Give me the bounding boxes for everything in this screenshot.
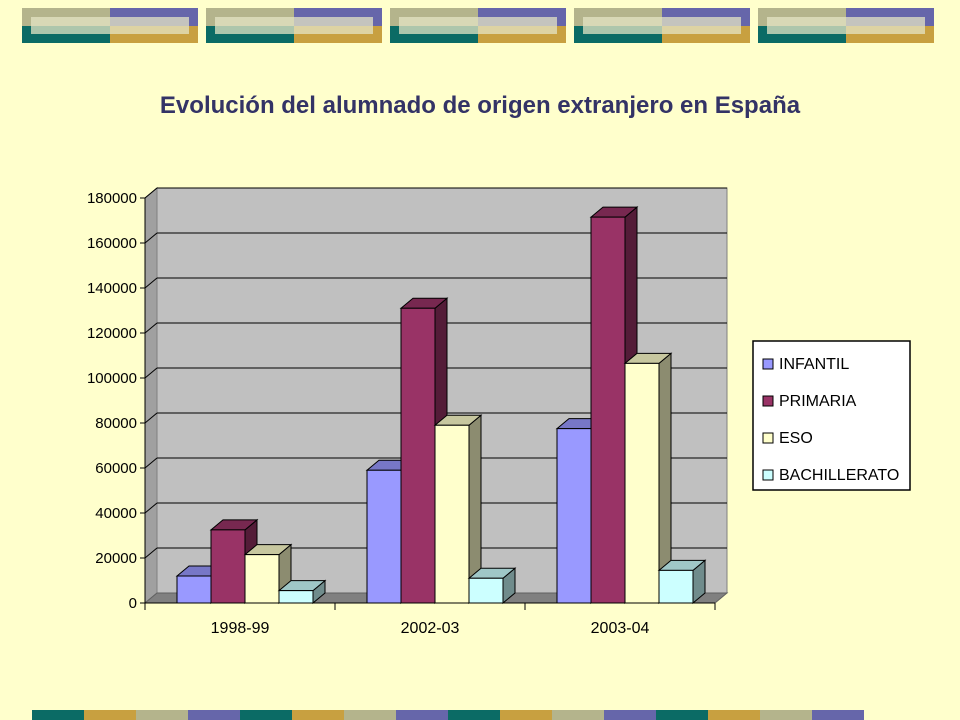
bar-bachillerato-1998-99: [278, 590, 314, 604]
gridline-depth: [144, 187, 158, 199]
deco-block-light: [583, 17, 741, 34]
gridline-depth: [144, 232, 158, 244]
deco-bottom-block: [448, 710, 500, 720]
bar-primaria-2002-03: [400, 307, 436, 604]
deco-bottom-block: [396, 710, 448, 720]
bar-infantil-2002-03: [366, 469, 402, 604]
legend-label: INFANTIL: [779, 356, 849, 373]
bar-primaria-2003-04: [590, 216, 626, 604]
gridline-depth: [144, 412, 158, 424]
y-tick-label: 0: [129, 595, 137, 612]
y-tick-label: 160000: [87, 235, 137, 252]
deco-bottom-block: [604, 710, 656, 720]
bar-primaria-1998-99: [210, 529, 246, 604]
bar-bachillerato-2003-04: [658, 569, 694, 604]
bar-bachillerato-2002-03: [468, 577, 504, 604]
legend-swatch: [762, 469, 774, 481]
bar-eso-2002-03: [434, 424, 470, 604]
bar-infantil-1998-99: [176, 575, 212, 604]
legend-label: ESO: [779, 430, 813, 447]
slide-title: Evolución del alumnado de origen extranj…: [159, 92, 801, 119]
legend-swatch: [762, 358, 774, 370]
deco-bottom-block: [84, 710, 136, 720]
y-tick-label: 20000: [95, 550, 137, 567]
deco-bottom-block: [292, 710, 344, 720]
bar-infantil-2003-04: [556, 428, 592, 604]
x-tick-label: 2002-03: [401, 620, 460, 637]
deco-bottom-block: [552, 710, 604, 720]
y-tick-label: 140000: [87, 280, 137, 297]
gridline-depth: [144, 547, 158, 559]
gridline-depth: [144, 277, 158, 289]
deco-bottom-block: [812, 710, 864, 720]
legend-label: BACHILLERATO: [779, 467, 899, 484]
x-tick-label: 1998-99: [211, 620, 270, 637]
deco-bottom-block: [344, 710, 396, 720]
deco-bottom-block: [760, 710, 812, 720]
deco-bottom-block: [500, 710, 552, 720]
gridline-depth: [144, 457, 158, 469]
deco-block-light: [399, 17, 557, 34]
top-decorative-band: [22, 8, 934, 43]
y-tick-label: 60000: [95, 460, 137, 477]
y-tick-label: 100000: [87, 370, 137, 387]
gridline-depth: [144, 502, 158, 514]
deco-bottom-block: [188, 710, 240, 720]
bottom-decorative-band: [32, 710, 864, 720]
deco-block-light: [215, 17, 373, 34]
deco-bottom-block: [32, 710, 84, 720]
deco-bottom-block: [240, 710, 292, 720]
y-tick-label: 120000: [87, 325, 137, 342]
deco-bottom-block: [708, 710, 760, 720]
deco-bottom-block: [136, 710, 188, 720]
y-tick-label: 80000: [95, 415, 137, 432]
y-tick-label: 40000: [95, 505, 137, 522]
deco-block-light: [767, 17, 925, 34]
legend-swatch: [762, 395, 774, 407]
gridline-depth: [144, 367, 158, 379]
bar-eso-2003-04: [624, 362, 660, 604]
bar-eso-1998-99: [244, 554, 280, 604]
legend: [752, 340, 911, 491]
deco-bottom-block: [656, 710, 708, 720]
y-tick-label: 180000: [87, 190, 137, 207]
gridline-depth: [144, 322, 158, 334]
deco-block-light: [31, 17, 189, 34]
plot-side-wall: [144, 186, 158, 605]
x-tick-label: 2003-04: [591, 620, 650, 637]
legend-swatch: [762, 432, 774, 444]
legend-label: PRIMARIA: [779, 393, 857, 410]
